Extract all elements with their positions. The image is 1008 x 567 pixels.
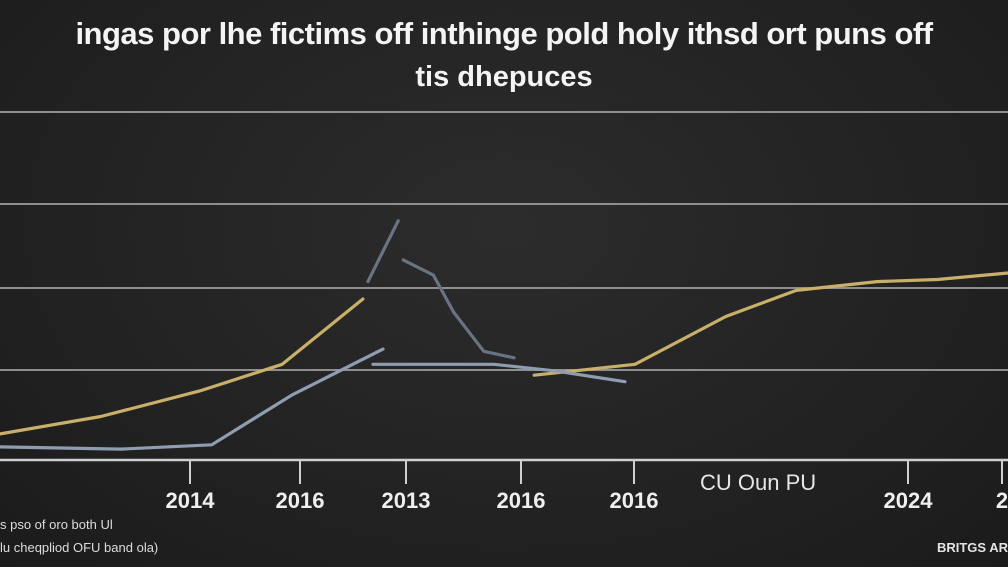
gridlines xyxy=(0,111,1008,371)
x-tick-label: 2024 xyxy=(884,488,934,513)
footnote-line-1: s pso of oro both Ul xyxy=(0,517,113,532)
source-credit: BRITGS AR xyxy=(936,540,1008,555)
x-tick-label: 2 xyxy=(996,488,1008,513)
x-tick-label: 2013 xyxy=(382,488,431,513)
x-tick-label: 2014 xyxy=(166,488,216,513)
chart-subtitle: tis dhepuces xyxy=(415,61,593,93)
series-lines xyxy=(0,219,1008,451)
x-tick-label: 2016 xyxy=(276,488,325,513)
x-tick-label: 2016 xyxy=(610,488,659,513)
series-3-line-segment-1 xyxy=(366,219,400,284)
x-axis-label: CU Oun PU xyxy=(700,470,817,495)
x-tick-label: 2016 xyxy=(497,488,546,513)
series-2-line-segment-2 xyxy=(371,362,627,384)
chart-title: ingas por lhe fictims off inthinge pold … xyxy=(75,16,933,51)
series-1-line-segment-1 xyxy=(0,297,365,436)
x-axis: 2014 2016 2013 2016 2016 2024 2 xyxy=(0,458,1008,513)
series-2-line-segment-1 xyxy=(0,347,385,451)
footnote-line-2: lu cheqpliod OFU band ola) xyxy=(0,540,159,555)
series-3-line-segment-2 xyxy=(401,258,516,360)
series-1-line-segment-2 xyxy=(532,271,1008,377)
